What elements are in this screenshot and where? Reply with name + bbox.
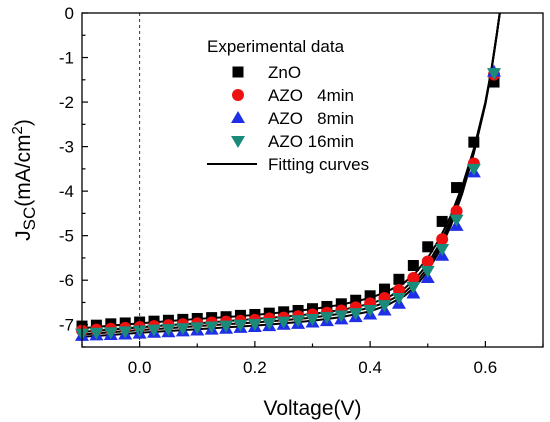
data-point-series-3 (435, 244, 450, 257)
y-tick-label: -6 (59, 271, 74, 290)
data-point-series-0 (321, 300, 333, 312)
y-axis-title-main: J (12, 230, 35, 241)
data-point-series-0 (488, 76, 500, 88)
fit-curve-series-2 (82, 13, 501, 338)
plot-frame (81, 12, 544, 348)
y-tick-label: -7 (59, 316, 74, 335)
y-tick-label: -5 (59, 227, 74, 246)
series-2-markers (75, 64, 502, 341)
x-tick-label: 0.0 (128, 358, 152, 377)
data-markers-layer (75, 64, 502, 341)
axes-layer: 0.0 0.2 0.4 0.6 0 -1 -2 -3 -4 -5 -6 -7 Voltage(V) JSC… (9, 4, 544, 420)
data-point-series-3 (204, 321, 219, 334)
data-point-series-3 (363, 305, 378, 318)
legend-label-series-0: ZnO (268, 63, 301, 82)
y-tick-label: -3 (59, 138, 74, 157)
data-point-series-3 (190, 322, 205, 335)
x-tick-label: 0.6 (474, 358, 498, 377)
data-point-series-3 (319, 312, 334, 325)
data-point-series-3 (291, 315, 306, 328)
data-point-series-0 (436, 215, 448, 227)
legend-marker-series-1 (232, 89, 244, 101)
data-point-series-3 (103, 327, 118, 340)
data-point-series-3 (391, 293, 406, 306)
data-point-series-3 (219, 320, 234, 333)
legend-label-series-1: AZO 4min (268, 86, 354, 105)
data-point-series-0 (364, 290, 376, 302)
data-point-series-0 (350, 294, 362, 306)
data-point-series-3 (449, 214, 464, 227)
legend-marker-series-0 (232, 66, 244, 78)
data-point-series-3 (466, 163, 481, 176)
data-point-series-3 (406, 281, 421, 294)
data-point-series-3 (262, 317, 277, 330)
data-point-series-3 (233, 319, 248, 332)
data-point-series-3 (420, 265, 435, 278)
series-3-markers (75, 68, 502, 341)
data-point-series-0 (379, 283, 391, 295)
data-point-series-1 (436, 233, 449, 246)
data-point-series-3 (89, 327, 104, 340)
data-point-series-3 (348, 308, 363, 321)
data-point-series-0 (451, 182, 463, 194)
y-axis-title: JSC(mA/cm2) (9, 119, 39, 241)
y-tick-label: -2 (59, 93, 74, 112)
legend-fit-label: Fitting curves (268, 155, 369, 174)
y-axis-title-subscript: SC (20, 207, 39, 231)
legend-marker-series-2 (231, 111, 245, 123)
data-point-series-3 (247, 318, 262, 331)
legend-label-series-2: AZO 8min (268, 109, 354, 128)
data-point-series-1 (407, 271, 420, 284)
data-point-series-0 (468, 136, 480, 148)
legend-marker-series-3 (231, 136, 245, 148)
data-point-series-3 (305, 313, 320, 326)
data-point-series-3 (118, 326, 133, 339)
legend: Experimental data ZnO AZO 4min AZO 8min AZO … (207, 37, 369, 174)
y-axis-title-unit: (mA/cm (12, 134, 35, 206)
data-point-series-3 (377, 300, 392, 313)
legend-title: Experimental data (207, 37, 345, 56)
data-point-series-1 (450, 205, 463, 218)
x-tick-label: 0.2 (243, 358, 267, 377)
data-point-series-3 (487, 68, 502, 81)
data-point-series-3 (161, 324, 176, 337)
y-tick-label: -1 (59, 49, 74, 68)
y-tick-label: -4 (59, 182, 74, 201)
data-point-series-1 (392, 283, 405, 296)
data-point-series-0 (422, 241, 434, 253)
data-point-series-0 (393, 273, 405, 285)
data-point-series-3 (276, 316, 291, 329)
fitting-curves-layer (82, 13, 501, 338)
y-axis-title-unit-close: ) (12, 119, 35, 126)
data-point-series-0 (407, 260, 419, 272)
data-point-series-3 (334, 310, 349, 323)
data-point-series-1 (421, 255, 434, 268)
y-axis-title-superscript: 2 (9, 126, 26, 134)
x-axis-title: Voltage(V) (263, 397, 361, 420)
data-point-series-3 (175, 323, 190, 336)
x-tick-label: 0.4 (358, 358, 382, 377)
data-point-series-3 (147, 324, 162, 337)
y-tick-label: 0 (65, 4, 74, 23)
legend-label-series-3: AZO 16min (268, 132, 354, 151)
data-point-series-0 (335, 298, 347, 310)
